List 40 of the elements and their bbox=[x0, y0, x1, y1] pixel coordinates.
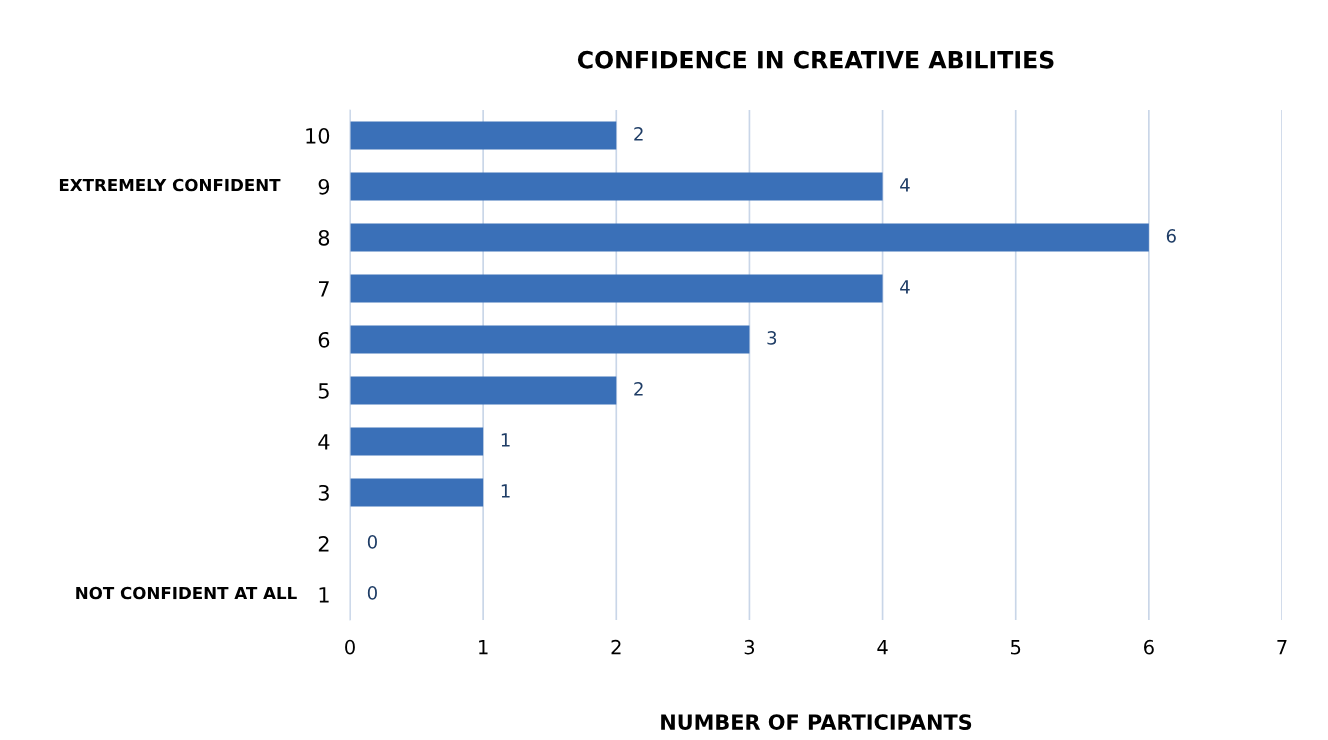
y-tick-label: 7 bbox=[319, 281, 329, 297]
x-tick-label: 3 bbox=[744, 639, 755, 655]
bar bbox=[350, 121, 617, 150]
data-label: 2 bbox=[634, 382, 643, 396]
x-tick-label: 4 bbox=[877, 640, 888, 655]
y-tick-label: 9 bbox=[318, 178, 330, 195]
x-tick-label: 2 bbox=[611, 639, 621, 655]
y-tick-label: 10 bbox=[306, 127, 330, 144]
x-tick-label: 6 bbox=[1144, 639, 1154, 655]
text: NOT CONFIDENT AT ALL bbox=[76, 586, 297, 600]
y-tick-label: 2 bbox=[318, 535, 329, 552]
y-tick-label: 5 bbox=[318, 383, 329, 399]
y-tick-label: 8 bbox=[318, 229, 330, 246]
bar bbox=[350, 325, 750, 354]
data-label: 3 bbox=[767, 331, 777, 345]
data-label: 1 bbox=[501, 484, 510, 498]
bar bbox=[350, 223, 1149, 252]
data-label: 0 bbox=[367, 586, 377, 600]
text: EXTREMELY CONFIDENT bbox=[59, 178, 281, 192]
bar bbox=[350, 376, 617, 405]
y-tick-label: 3 bbox=[318, 484, 329, 501]
bar bbox=[350, 274, 883, 303]
data-label: 2 bbox=[634, 127, 643, 141]
chart-title: CONFIDENCE IN CREATIVE ABILITIES bbox=[577, 50, 1054, 69]
y-tick-label: 6 bbox=[318, 331, 330, 348]
y-tick-label: 4 bbox=[318, 434, 330, 450]
x-tick-label: 0 bbox=[345, 639, 355, 655]
x-tick-label: 5 bbox=[1011, 640, 1021, 655]
data-label: 4 bbox=[900, 178, 910, 192]
data-label: 1 bbox=[501, 433, 510, 447]
bar bbox=[350, 478, 484, 507]
data-label: 4 bbox=[900, 280, 910, 294]
x-tick-label: 1 bbox=[479, 640, 488, 655]
data-label: 6 bbox=[1166, 229, 1176, 243]
bar bbox=[350, 172, 883, 201]
y-tick-label: 1 bbox=[319, 587, 329, 603]
x-tick-label: 7 bbox=[1277, 640, 1287, 655]
data-label: 0 bbox=[367, 535, 377, 549]
x-axis-title: NUMBER OF PARTICIPANTS bbox=[661, 714, 972, 730]
bar bbox=[350, 427, 484, 456]
